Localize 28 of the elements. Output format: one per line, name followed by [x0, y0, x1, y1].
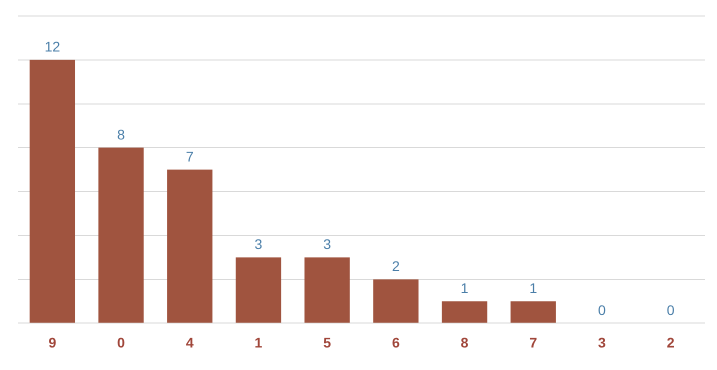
x-tick-label: 3: [598, 334, 606, 350]
bar: [30, 60, 76, 323]
data-label: 1: [529, 280, 538, 296]
x-tick-label: 6: [392, 334, 400, 350]
x-tick-label: 0: [117, 334, 126, 350]
bar: [510, 301, 556, 323]
data-label: 7: [186, 148, 194, 164]
bar: [304, 257, 350, 323]
bar: [167, 170, 212, 323]
bar: [442, 301, 488, 323]
x-tick-label: 1: [254, 334, 263, 350]
data-label: 0: [598, 302, 606, 318]
x-tick-label: 9: [48, 334, 56, 350]
bar: [373, 279, 419, 323]
data-label: 8: [117, 126, 126, 143]
x-tick-label: 2: [666, 334, 675, 350]
data-label: 0: [666, 302, 675, 318]
bar: [98, 148, 144, 323]
x-tick-label: 7: [529, 334, 538, 350]
bar: [236, 257, 282, 323]
x-tick-label: 8: [460, 334, 469, 350]
data-label: 2: [392, 258, 400, 274]
data-label: 1: [460, 280, 469, 296]
x-tick-label: 5: [323, 334, 332, 350]
data-label: 12: [44, 38, 60, 55]
data-label: 3: [323, 236, 332, 252]
x-tick-label: 4: [186, 334, 194, 350]
data-label: 3: [254, 236, 263, 252]
